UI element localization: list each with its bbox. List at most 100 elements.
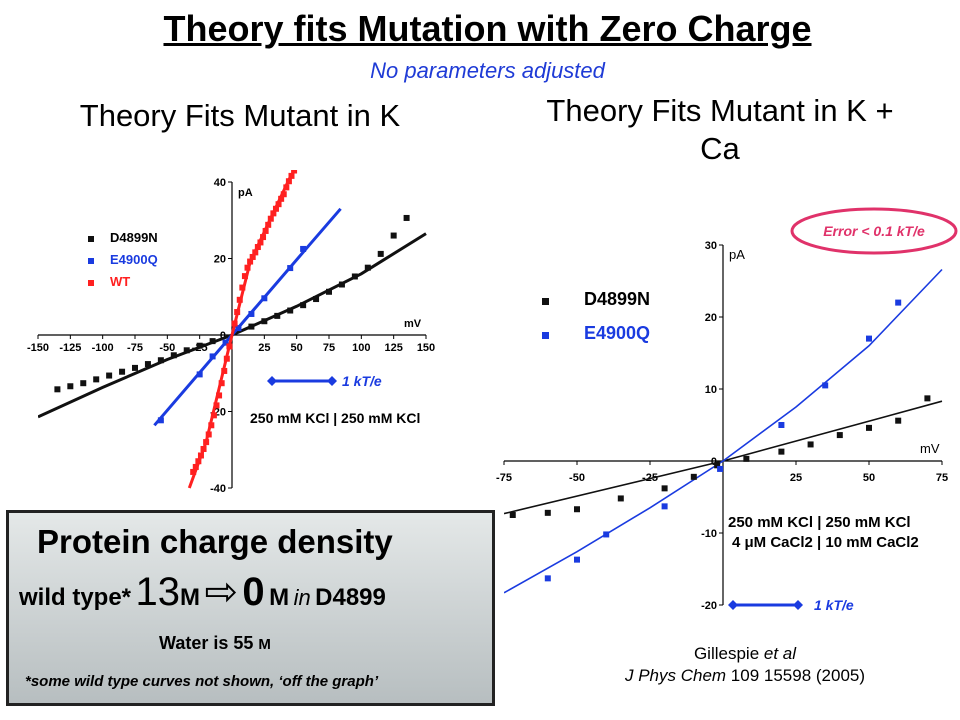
data-point-wt: [254, 244, 261, 251]
data-point-d4899n: [80, 380, 87, 387]
data-point-d4899n: [313, 296, 320, 303]
right-chart-axes: [504, 245, 942, 605]
data-point-d4899n: [807, 441, 814, 448]
fit-line-e4900q: [504, 268, 943, 594]
data-point-e4900q: [222, 339, 229, 346]
mutant-name: D4899: [315, 584, 386, 611]
data-point-d4899n: [54, 386, 61, 393]
data-point-wt: [291, 170, 298, 174]
footnote: *some wild type curves not shown, ‘off t…: [25, 673, 379, 690]
left-chart-legend: D4899N E4900Q WT: [88, 230, 158, 289]
data-point-d4899n: [836, 432, 843, 439]
x-tick-label: 75: [323, 342, 335, 354]
data-point-d4899n: [248, 323, 255, 330]
legend-label-e4900q: E4900Q: [110, 252, 158, 267]
right-scale-bar: 1 kT/e: [728, 597, 854, 613]
data-point-wt: [283, 184, 290, 191]
data-point-wt: [272, 205, 279, 212]
y-tick-label: 20: [214, 254, 226, 266]
box-heading: Protein charge density: [37, 523, 393, 560]
x-tick-label: 25: [258, 342, 270, 354]
right-panel-title: Theory Fits Mutant in K + Ca: [546, 93, 894, 166]
data-point-d4899n: [778, 448, 785, 455]
data-point-wt: [195, 458, 202, 465]
data-point-e4900q: [574, 556, 580, 563]
citation-details: 109 15598 (2005): [730, 666, 866, 686]
data-point-wt: [203, 439, 210, 446]
right-scale-label: 1 kT/e: [814, 597, 854, 613]
data-point-wt: [216, 392, 223, 399]
data-point-wt: [267, 215, 274, 222]
page-subtitle: No parameters adjusted: [370, 58, 605, 83]
data-point-wt: [239, 284, 246, 291]
right-chart-fit-lines: [504, 268, 943, 594]
data-point-e4900q: [287, 265, 294, 272]
legend-marker-d4899n: [88, 236, 94, 242]
data-point-e4900q: [300, 245, 307, 252]
page-title: Theory fits Mutation with Zero Charge: [163, 8, 812, 49]
wild-type-label: wild type*: [19, 584, 132, 611]
right-annotation-line: 4 μM CaCl2 | 10 mM CaCl2: [732, 534, 919, 551]
data-point-wt: [210, 412, 217, 419]
arrow-icon: ⇨: [204, 570, 238, 614]
y-tick-label: 30: [705, 240, 717, 252]
data-point-wt: [265, 221, 272, 228]
citation-authors: Gillespie: [693, 644, 760, 663]
data-point-wt: [270, 210, 277, 217]
data-point-wt: [200, 445, 207, 452]
data-point-wt: [288, 172, 295, 179]
right-chart-annotation: 250 mM KCl | 250 mM KCl 4 μM CaCl2 | 10 m…: [728, 514, 919, 551]
citation: Gillespie et al J Phys Chem 109 15598 (2…: [575, 643, 915, 687]
data-point-wt: [213, 402, 220, 409]
data-point-e4900q: [248, 310, 255, 317]
data-point-e4900q: [603, 531, 610, 538]
water-text: Water is 55: [159, 633, 254, 653]
x-tick-label: 50: [291, 342, 303, 354]
data-point-d4899n: [157, 357, 164, 364]
citation-et-al: et al: [763, 644, 797, 663]
legend-marker-d4899n: [542, 298, 549, 305]
x-tick-label: -50: [569, 472, 585, 484]
x-tick-label: 25: [790, 472, 802, 484]
data-point-wt: [275, 201, 282, 208]
data-point-e4900q: [866, 335, 872, 342]
data-point-wt: [234, 309, 241, 316]
data-point-e4900q: [196, 371, 203, 378]
unit-molar: M: [269, 584, 290, 611]
data-point-d4899n: [93, 376, 100, 383]
data-point-d4899n: [895, 417, 902, 424]
data-point-d4899n: [364, 264, 371, 271]
x-tick-label: 75: [936, 472, 948, 484]
data-point-d4899n: [300, 302, 307, 309]
data-point-d4899n: [106, 372, 113, 379]
left-chart-annotation: 250 mM KCl | 250 mM KCl: [250, 410, 420, 426]
x-tick-label: 100: [352, 342, 370, 354]
right-annotation-line: 250 mM KCl | 250 mM KCl: [728, 514, 911, 531]
left-chart: -150-125-100-75-50-25255075100125150-40-…: [27, 170, 435, 495]
data-point-wt: [236, 296, 243, 303]
legend-label-d4899n: D4899N: [110, 230, 158, 245]
error-badge-text: Error < 0.1 kT/e: [823, 223, 925, 239]
y-tick-label: 0: [711, 456, 717, 468]
x-tick-label: -75: [496, 472, 512, 484]
data-point-e4900q: [895, 299, 902, 306]
x-tick-label: -50: [159, 342, 175, 354]
x-tick-label: -100: [92, 342, 114, 354]
legend-marker-e4900q: [542, 332, 549, 339]
data-point-d4899n: [390, 232, 397, 239]
data-point-e4900q: [261, 295, 268, 302]
left-panel-title: Theory Fits Mutant in K: [79, 98, 401, 133]
y-tick-label: 40: [214, 177, 226, 189]
data-point-d4899n: [196, 342, 203, 349]
data-point-wt: [226, 343, 233, 350]
data-point-d4899n: [743, 455, 750, 462]
left-scale-label: 1 kT/e: [342, 373, 382, 389]
y-tick-label: 0: [220, 330, 226, 342]
data-point-e4900q: [661, 503, 668, 510]
right-chart-points: [509, 299, 931, 582]
data-point-wt: [218, 380, 225, 387]
data-point-d4899n: [690, 473, 697, 480]
mutant-value: 0: [242, 570, 265, 614]
data-point-wt: [231, 320, 238, 327]
